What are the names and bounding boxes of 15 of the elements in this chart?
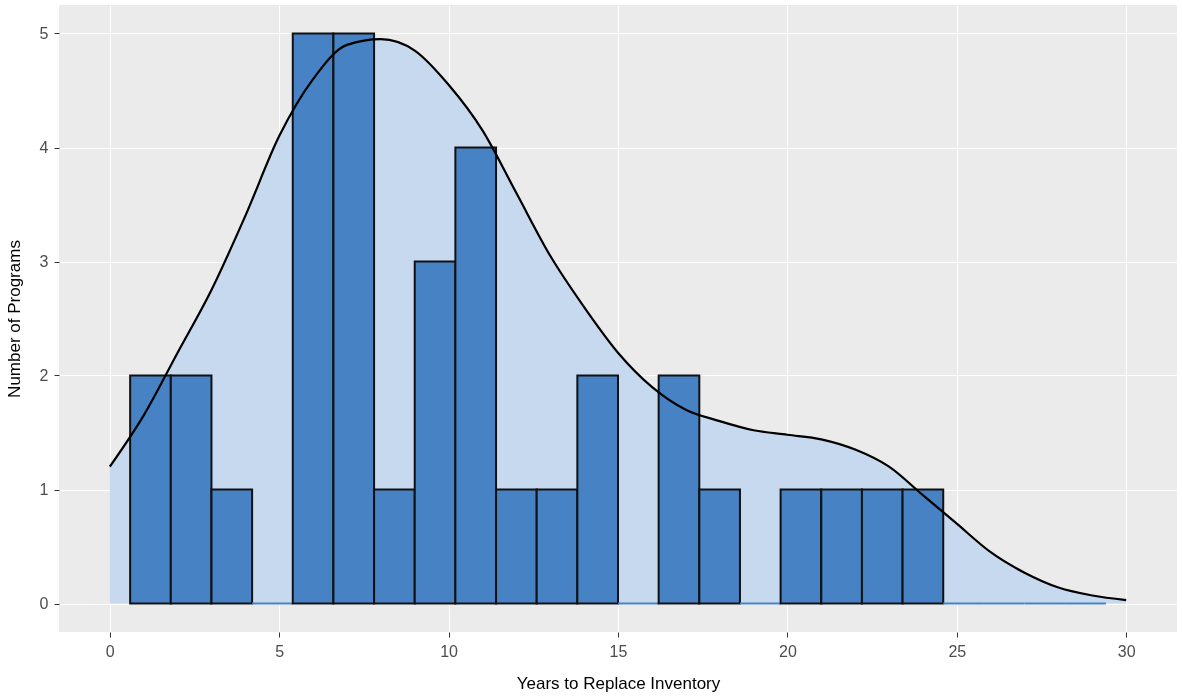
- x-tick-label: 30: [1117, 642, 1136, 660]
- y-tick-label: 4: [39, 139, 49, 156]
- x-tick-label: 0: [105, 642, 115, 660]
- x-tick-label: 10: [440, 642, 459, 660]
- y-tick-label: 5: [39, 25, 49, 42]
- x-tick-label: 5: [275, 642, 285, 660]
- x-tick-label: 20: [779, 642, 797, 660]
- y-tick-label: 2: [39, 367, 49, 384]
- x-tick-label: 25: [948, 642, 967, 660]
- y-tick-label: 1: [39, 481, 49, 498]
- y-tick-label: 0: [39, 595, 49, 612]
- x-tick-label: 15: [609, 642, 628, 660]
- y-axis-title: Number of Programs: [4, 240, 24, 398]
- y-tick-label: 3: [39, 253, 49, 270]
- x-axis-title: Years to Replace Inventory: [516, 673, 721, 693]
